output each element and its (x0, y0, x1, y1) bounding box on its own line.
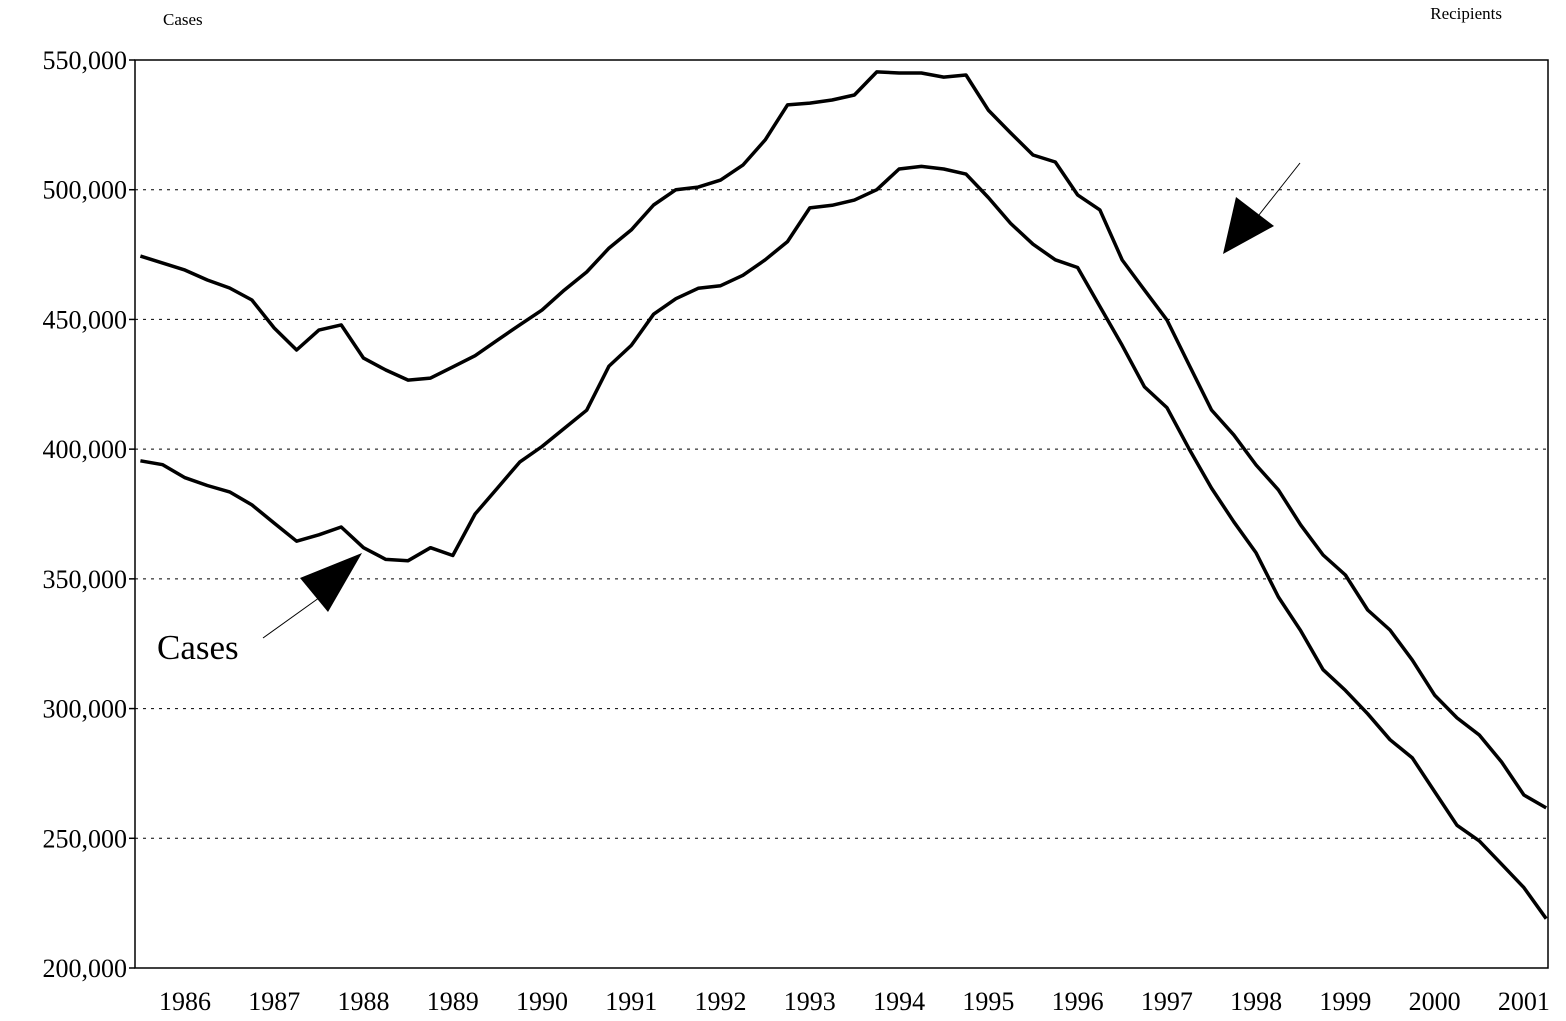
recipients-pointer (1254, 162, 1301, 221)
y-tick-label: 250,000 (43, 824, 128, 853)
recipients-arrowhead (1223, 197, 1274, 254)
x-tick-label: 1998 (1230, 987, 1282, 1016)
x-tick-label: 1986 (159, 987, 211, 1016)
series-line (140, 164, 1548, 920)
x-tick-label: 1990 (516, 987, 568, 1016)
series-line (139, 70, 1548, 810)
plot-frame (134, 59, 1549, 969)
y-tick-label: 550,000 (43, 46, 128, 75)
annotation: Cases (157, 628, 239, 667)
x-tick-label: 1995 (962, 987, 1014, 1016)
y2-axis-label: Recipients (1430, 4, 1502, 23)
annotation-arrowhead (300, 553, 362, 612)
y-tick-label: 300,000 (43, 695, 128, 724)
x-tick-label: 1991 (605, 987, 657, 1016)
grid (129, 59, 1548, 969)
x-tick-label: 2000 (1409, 987, 1461, 1016)
x-tick-label: 1987 (248, 987, 300, 1016)
y-tick-label: 200,000 (43, 954, 128, 983)
y-tick-label: 500,000 (43, 176, 128, 205)
x-tick-label: 1992 (695, 987, 747, 1016)
x-tick-label: 1989 (427, 987, 479, 1016)
x-tick-label: 2001 (1498, 987, 1550, 1016)
y-tick-label: 350,000 (43, 565, 128, 594)
y-tick-label: 400,000 (43, 435, 128, 464)
x-tick-label: 1994 (873, 987, 925, 1016)
x-tick-label: 1996 (1052, 987, 1104, 1016)
lines (139, 70, 1548, 920)
x-tick-label: 1997 (1141, 987, 1193, 1016)
y-axis-label: Cases (163, 10, 203, 29)
y-tick-label: 450,000 (43, 305, 128, 334)
x-tick-label: 1988 (338, 987, 390, 1016)
x-tick-label: 1993 (784, 987, 836, 1016)
x-tick-label: 1999 (1319, 987, 1371, 1016)
